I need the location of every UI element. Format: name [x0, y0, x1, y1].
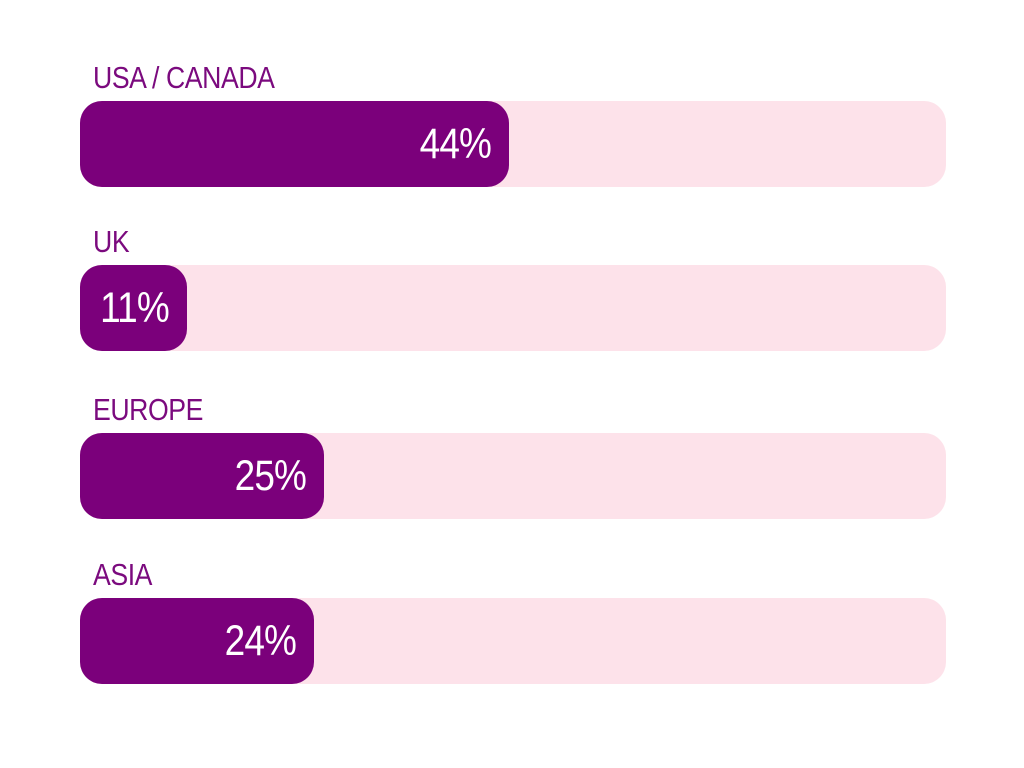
value-label: 24% [224, 617, 297, 665]
value-label: 44% [419, 120, 492, 168]
bar-track: 11% [80, 265, 946, 351]
bar-fill [80, 101, 509, 187]
bar-track: 25% [80, 433, 946, 519]
bar-track: 24% [80, 598, 946, 684]
value-label: 11% [100, 284, 171, 332]
bar-track: 44% [80, 101, 946, 187]
bar-fill [80, 598, 314, 684]
value-label: 25% [234, 452, 306, 500]
category-label: ASIA [93, 557, 153, 592]
category-label: UK [93, 224, 130, 259]
category-label: USA / CANADA [93, 60, 275, 95]
bar-fill [80, 433, 324, 519]
bar-fill [80, 265, 188, 351]
category-label: EUROPE [93, 392, 204, 427]
